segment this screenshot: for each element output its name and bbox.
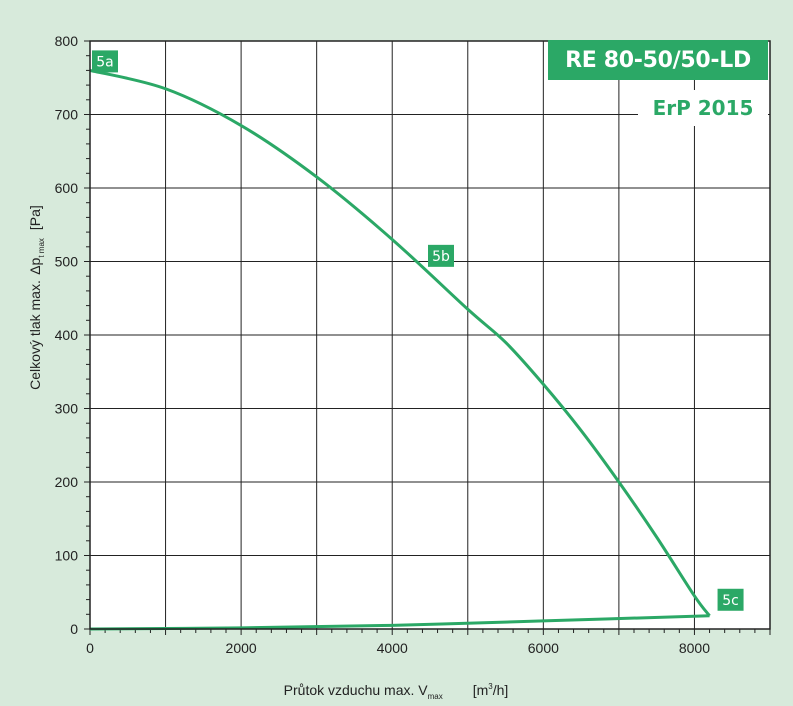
x-tick-labels: 0 2000 4000 6000 8000: [86, 640, 710, 656]
y-axis-unit: [Pa]: [27, 205, 43, 230]
chart-subtitle: ErP 2015: [638, 90, 768, 126]
annotation-badge-5c: [717, 588, 744, 611]
x-axis-unit-pre: [m: [473, 682, 489, 698]
y-tick-label: 100: [55, 548, 79, 564]
series-line-1: [89, 68, 711, 617]
x-tick-label: 2000: [226, 640, 257, 656]
y-tick-label: 600: [55, 180, 79, 196]
y-tick-label: 800: [55, 33, 79, 49]
y-tick-label: 700: [55, 107, 79, 123]
x-tick-label: 4000: [377, 640, 408, 656]
annotation-label-5c: 5c: [722, 593, 739, 609]
grid: [90, 41, 770, 629]
y-tick-label: 300: [55, 401, 79, 417]
annotations: 5a 5b 5c: [92, 50, 744, 611]
svg-text:Δpt max[Pa]: Δpt max [Pa]: [27, 205, 46, 275]
x-tick-label: 8000: [679, 640, 710, 656]
y-tick-label: 400: [55, 327, 79, 343]
y-tick-label: 500: [55, 254, 79, 270]
x-axis-unit-post: /h]: [493, 682, 509, 698]
x-tick-label: 0: [86, 640, 94, 656]
annotation-badge-5b: [428, 244, 454, 267]
y-axis-symbol-main: Δp: [27, 257, 43, 274]
y-axis-title-line2: Celkový tlak max.: [27, 280, 43, 390]
chart-title: RE 80-50/50-LD: [548, 40, 768, 80]
y-tick-label: 0: [70, 621, 78, 637]
x-tick-label: 6000: [528, 640, 559, 656]
plot-frame: [89, 40, 771, 630]
x-axis-title: Průtok vzduchu max. Vmax [m3/h]: [284, 682, 509, 701]
x-axis-title-main: Průtok vzduchu max. V: [284, 682, 429, 698]
y-axis-symbol-sub: t max: [37, 238, 46, 258]
y-tick-label: 200: [55, 474, 79, 490]
svg-text:Celkový tlak max.: Celkový tlak max.: [27, 280, 43, 390]
y-tick-labels: 0 100 200 300 400 500 600 700 800: [55, 33, 79, 637]
x-axis-title-sub: max: [428, 692, 443, 701]
annotation-label-5a: 5a: [96, 54, 114, 70]
annotation-label-5b: 5b: [432, 249, 450, 265]
annotation-badge-5a: [92, 50, 118, 73]
y-axis-title: Celkový tlak max.: [27, 280, 43, 390]
x-axis-unit-sup: 3: [488, 682, 493, 691]
y-axis-symbol: Δpt max [Pa]: [27, 205, 46, 275]
